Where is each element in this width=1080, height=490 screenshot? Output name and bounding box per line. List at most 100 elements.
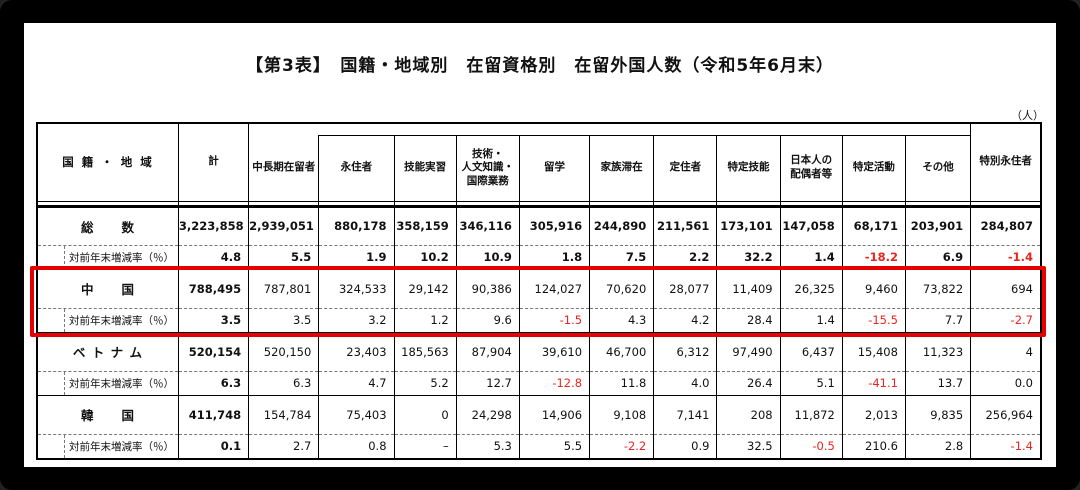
value-cell: 90,386: [455, 268, 520, 308]
value-cell: 256,964: [970, 394, 1042, 434]
value-cell: 29,142: [393, 268, 457, 308]
value-cell: 46,700: [589, 331, 655, 371]
value-cell: 173,101: [716, 205, 781, 245]
rate-cell: 6.9: [904, 244, 972, 270]
rate-row: 対前年末増減率（％） 6.3 6.3 4.7 5.2 12.7 -12.8 11.8 4.0 26…: [36, 370, 1042, 396]
value-cell: 15,408: [841, 331, 906, 371]
header-strip-subgroup: [318, 122, 972, 136]
header-sub-6: 特定技能: [716, 134, 781, 202]
rate-cell: 5.5: [518, 433, 591, 459]
value-cell: 787,801: [248, 268, 320, 308]
rate-cell: 1.2: [393, 307, 457, 333]
header-sub-2: 技術・ 人文知識・ 国際業務: [455, 134, 520, 202]
rate-cell: 6.3: [177, 370, 250, 396]
value-cell: 9,835: [904, 394, 972, 434]
value-cell: 68,171: [841, 205, 906, 245]
value-cell: 11,323: [904, 331, 972, 371]
rate-cell: 1.9: [318, 244, 395, 270]
value-cell: 70,620: [589, 268, 655, 308]
value-cell: 147,058: [779, 205, 843, 245]
rate-cell: -0.5: [779, 433, 843, 459]
rate-cell: 3.2: [318, 307, 395, 333]
value-cell: 324,533: [318, 268, 395, 308]
header-special-permanent: 特別永住者: [970, 122, 1042, 202]
rate-cell: 11.8: [589, 370, 655, 396]
foreign-residents-table: 国 籍 ・ 地 域 計 特別永住者 中長期在留者 永住者 技能実習 技術・ 人文…: [36, 122, 1042, 460]
rate-cell: 0.1: [177, 433, 250, 459]
value-cell: 23,403: [318, 331, 395, 371]
header-sub-1: 技能実習: [393, 134, 457, 202]
rate-row: 対前年末増減率（％） 3.5 3.5 3.2 1.2 9.6 -1.5 4.3 4.2 28.4 1…: [36, 307, 1042, 333]
value-cell: 73,822: [904, 268, 972, 308]
header-total: 計: [177, 122, 250, 202]
value-cell: 9,460: [841, 268, 906, 308]
rate-cell: 4.0: [653, 370, 718, 396]
header-gap-row: [36, 200, 1042, 208]
rate-label: 対前年末増減率（％）: [64, 246, 177, 268]
value-cell: 39,610: [518, 331, 591, 371]
rate-cell: -2.7: [970, 307, 1042, 333]
rate-label-cell: 対前年末増減率（％）: [36, 244, 179, 270]
value-cell: 2,939,051: [248, 205, 320, 245]
rate-cell: -2.2: [589, 433, 655, 459]
rate-cell: 2.7: [248, 433, 320, 459]
rate-cell: 13.7: [904, 370, 972, 396]
rate-label: 対前年末増減率（％）: [64, 434, 177, 458]
rate-cell: –: [393, 433, 457, 459]
rate-cell: 10.2: [393, 244, 457, 270]
count-row: ベ ト ナ ム 520,154 520,150 23,403 185,563 87,904…: [36, 331, 1042, 371]
rate-cell: 0.0: [970, 370, 1042, 396]
rate-cell: -1.4: [970, 433, 1042, 459]
rate-cell: 4.8: [177, 244, 250, 270]
value-cell: 11,872: [779, 394, 843, 434]
value-cell: 11,409: [716, 268, 781, 308]
header-strip-midlong: [248, 122, 319, 135]
value-cell: 154,784: [248, 394, 320, 434]
value-cell: 305,916: [518, 205, 591, 245]
rate-cell: 0.9: [653, 433, 718, 459]
count-row: 韓 国 411,748 154,784 75,403 0 24,298 14,906 9,10…: [36, 394, 1042, 434]
value-cell: 211,561: [653, 205, 718, 245]
rate-cell: 1.4: [779, 307, 843, 333]
rate-cell: 5.2: [393, 370, 457, 396]
rate-cell: -18.2: [841, 244, 906, 270]
rate-cell: 32.2: [716, 244, 781, 270]
rate-cell: 28.4: [716, 307, 781, 333]
value-cell: 185,563: [393, 331, 457, 371]
rate-cell: 10.9: [455, 244, 520, 270]
header-sub-4: 家族滞在: [589, 134, 655, 202]
value-cell: 788,495: [177, 268, 250, 308]
rate-cell: -1.5: [518, 307, 591, 333]
page-title: 【第3表】 国籍・地域別 在留資格別 在留外国人数（令和5年6月末）: [246, 56, 834, 76]
value-cell: 7,141: [653, 394, 718, 434]
value-cell: 75,403: [318, 394, 395, 434]
value-cell: 520,150: [248, 331, 320, 371]
rate-cell: 12.7: [455, 370, 520, 396]
rate-label-cell: 対前年末増減率（％）: [36, 307, 179, 333]
rate-cell: -1.4: [970, 244, 1042, 270]
rate-cell: 3.5: [177, 307, 250, 333]
rate-cell: 210.6: [841, 433, 906, 459]
country-name: 総 数: [36, 205, 179, 245]
value-cell: 203,901: [904, 205, 972, 245]
value-cell: 284,807: [970, 205, 1042, 245]
rate-cell: 6.3: [248, 370, 320, 396]
rate-cell: -41.1: [841, 370, 906, 396]
value-cell: 24,298: [455, 394, 520, 434]
value-cell: 411,748: [177, 394, 250, 434]
header-sub-0: 永住者: [318, 134, 395, 202]
rate-cell: 2.8: [904, 433, 972, 459]
header-sub-3: 留学: [518, 134, 591, 202]
count-row: 中 国 788,495 787,801 324,533 29,142 90,386 124,…: [36, 268, 1042, 308]
country-name: 中 国: [36, 268, 179, 308]
header-sub-5: 定住者: [653, 134, 718, 202]
value-cell: 0: [393, 394, 457, 434]
value-cell: 97,490: [716, 331, 781, 371]
rate-cell: 0.8: [318, 433, 395, 459]
value-cell: 346,116: [455, 205, 520, 245]
header-region: 国 籍 ・ 地 域: [36, 122, 179, 202]
rate-cell: 9.6: [455, 307, 520, 333]
rate-cell: -15.5: [841, 307, 906, 333]
rate-row: 対前年末増減率（％） 4.8 5.5 1.9 10.2 10.9 1.8 7.5 2.2 32.2…: [36, 244, 1042, 270]
